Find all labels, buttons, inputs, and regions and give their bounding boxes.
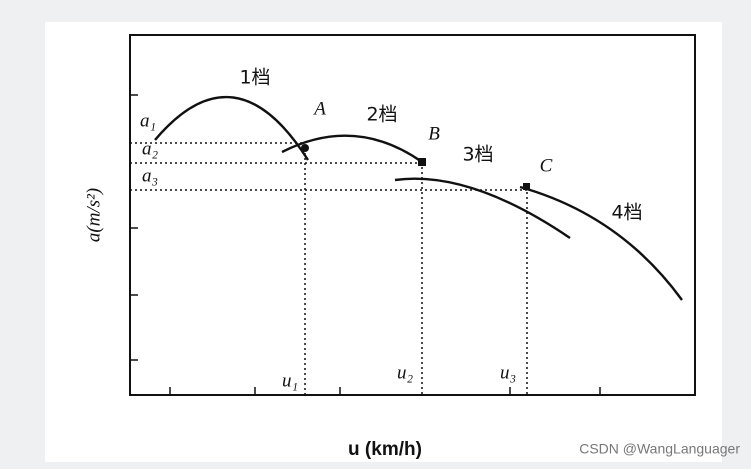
y-mark: a₃	[142, 165, 158, 186]
gear-curves	[154, 95, 683, 301]
y-mark: a₂	[142, 138, 159, 159]
point-label: B	[428, 123, 440, 144]
x-mark: u₂	[397, 362, 414, 383]
ticks	[130, 94, 601, 395]
x-mark: u₃	[500, 362, 516, 383]
y-mark: a₁	[140, 110, 156, 131]
guide-lines	[130, 142, 528, 395]
curve-label: 1档	[239, 67, 270, 89]
curve-label: 3档	[462, 144, 493, 166]
point-label: A	[312, 98, 326, 119]
panel	[45, 22, 722, 462]
point-label: C	[540, 155, 553, 176]
curve-label: 2档	[366, 104, 397, 126]
watermark: CSDN @WangLanguager	[579, 441, 740, 457]
axes-frame	[129, 34, 696, 396]
y-axis-label: a(m/s²)	[83, 188, 104, 242]
x-axis-label: u (km/h)	[348, 439, 422, 460]
x-mark: u₁	[282, 370, 298, 391]
curve-label: 4档	[611, 202, 642, 224]
